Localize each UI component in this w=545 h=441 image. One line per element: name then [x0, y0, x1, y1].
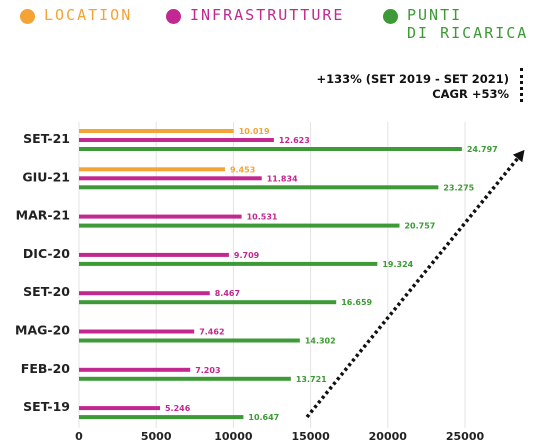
growth-annotation: +133% (SET 2019 - SET 2021) CAGR +53%	[317, 72, 509, 102]
bar	[79, 415, 244, 420]
annotation-dotted-marker	[520, 68, 523, 102]
category-label: SET-20	[23, 284, 70, 299]
growth-annotation-line1: +133% (SET 2019 - SET 2021)	[316, 72, 509, 86]
data-label: 24.797	[467, 145, 498, 154]
x-tick-label: 0	[75, 430, 83, 441]
category-label: MAR-21	[16, 208, 70, 223]
data-label: 10.647	[248, 413, 279, 422]
data-label: 14.302	[305, 337, 336, 346]
data-label: 23.275	[443, 183, 474, 192]
bar	[79, 338, 300, 343]
bar	[79, 291, 210, 296]
data-label: 5.246	[165, 404, 191, 413]
legend-label-punti-di-ricarica: PUNTI DI RICARICA	[407, 6, 529, 42]
x-tick-label: 25000	[446, 430, 485, 441]
category-label: GIU-21	[22, 169, 70, 184]
x-tick-label: 20000	[369, 430, 408, 441]
data-label: 8.467	[215, 289, 240, 298]
data-label: 16.659	[341, 298, 372, 307]
bar	[79, 252, 229, 257]
category-label: SET-21	[23, 131, 70, 146]
category-label: DIC-20	[23, 246, 70, 261]
data-label: 11.834	[267, 174, 298, 183]
bar	[79, 167, 225, 172]
bar	[79, 214, 242, 219]
bar	[79, 261, 378, 266]
bar	[79, 406, 160, 411]
bar	[79, 223, 400, 228]
legend-swatch-punti-di-ricarica	[383, 9, 398, 24]
data-label: 9.453	[230, 165, 255, 174]
category-label: SET-19	[23, 399, 70, 414]
growth-arrow-head	[512, 149, 525, 163]
data-label: 20.757	[404, 222, 435, 231]
legend-item-infrastrutture: INFRASTRUTTURE	[166, 6, 344, 24]
category-label: FEB-20	[21, 361, 70, 376]
data-label: 10.019	[239, 127, 270, 136]
bar	[79, 329, 195, 334]
bar	[79, 367, 191, 372]
legend-label-location: LOCATION	[44, 6, 133, 24]
legend-swatch-location	[20, 9, 35, 24]
data-label: 7.203	[195, 366, 220, 375]
growth-arrow-line	[305, 151, 524, 419]
legend-item-location: LOCATION	[20, 6, 132, 24]
bar	[79, 138, 274, 142]
x-tick-label: 5000	[141, 430, 172, 441]
category-label: MAG-20	[15, 323, 70, 338]
bar	[79, 147, 462, 151]
data-label: 9.709	[234, 251, 260, 260]
data-label: 13.721	[296, 375, 327, 384]
x-tick-label: 10000	[214, 430, 253, 441]
bar	[79, 176, 262, 181]
data-label: 19.324	[382, 260, 413, 269]
bar	[79, 185, 439, 190]
legend-label-infrastrutture: INFRASTRUTTURE	[190, 6, 345, 24]
data-label: 10.531	[247, 213, 278, 222]
bar	[79, 129, 234, 133]
legend: LOCATION INFRASTRUTTURE PUNTI DI RICARIC…	[0, 6, 545, 46]
bar	[79, 376, 291, 381]
bar	[79, 300, 337, 305]
legend-swatch-infrastrutture	[166, 9, 181, 24]
data-label: 7.462	[199, 328, 224, 337]
legend-item-punti-di-ricarica: PUNTI DI RICARICA	[383, 6, 528, 42]
x-tick-label: 15000	[291, 430, 330, 441]
growth-annotation-line2: CAGR +53%	[432, 87, 509, 101]
data-label: 12.623	[279, 136, 310, 145]
